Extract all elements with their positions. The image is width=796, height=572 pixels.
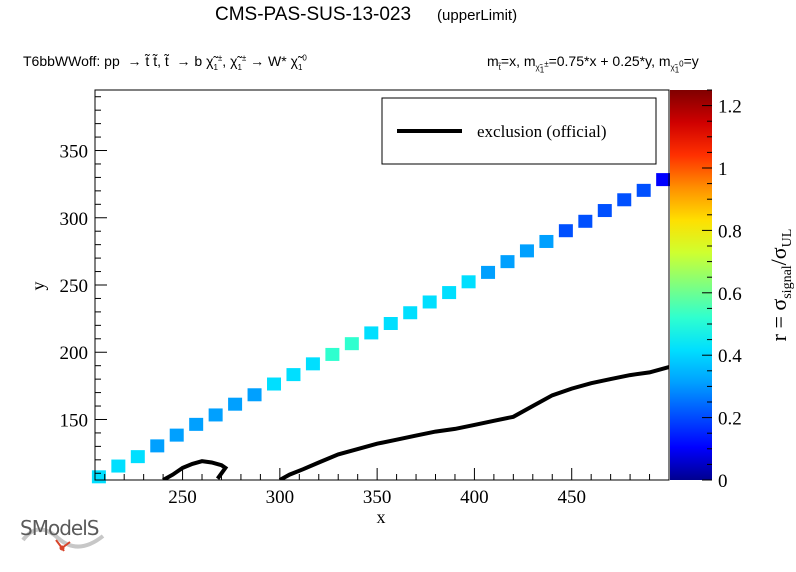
colorbar-tick-label: 0 <box>718 471 728 492</box>
process-description: T6bbWWoff: pp → t̃ t̃, t̃ → b χ̃1±, χ̃1±… <box>23 53 307 72</box>
y-tick-label: 300 <box>60 209 89 230</box>
colorbar-tick-label: 1 <box>718 159 728 180</box>
mass-definitions: mt̃=x, mχ̃1±=0.75*x + 0.25*y, mχ̃10=y <box>487 53 699 75</box>
x-axis-label: x <box>377 507 386 527</box>
heatmap-cell <box>247 388 262 402</box>
colorbar-axis: 0 0.2 0.4 0.6 0.8 1 1.2 <box>702 89 742 492</box>
heatmap-cell <box>111 459 126 473</box>
heatmap-cells <box>91 173 671 484</box>
exclusion-curves <box>162 364 669 480</box>
y-tick-label: 250 <box>60 276 89 297</box>
y-axis-label: y <box>28 282 48 291</box>
heatmap-cell <box>130 450 145 464</box>
x-tick-label: 400 <box>460 487 489 508</box>
logo-graphic <box>21 527 105 552</box>
colorbar-tick-label: 0.8 <box>718 221 742 242</box>
colorbar-tick-label: 1.2 <box>718 97 742 118</box>
logo-text: SModelS <box>20 516 99 540</box>
heatmap-cell <box>189 417 204 431</box>
colorbar-tick-label: 0.6 <box>718 284 742 305</box>
heatmap-cell <box>150 439 165 453</box>
legend: exclusion (official) <box>381 97 657 165</box>
exclusion-curve <box>278 364 669 480</box>
chart-title: CMS-PAS-SUS-13-023 (upperLimit) <box>215 4 518 25</box>
heatmap-cell <box>481 265 496 279</box>
colorbar-tick-label: 0.2 <box>718 409 742 430</box>
heatmap-cell <box>500 255 515 269</box>
colorbar-label: r = σsignal/σUL <box>766 229 795 342</box>
heatmap-cell <box>305 357 320 371</box>
legend-label: exclusion (official) <box>477 122 607 141</box>
heatmap-cell <box>403 306 418 320</box>
heatmap-cell <box>228 397 243 411</box>
heatmap-cell <box>169 428 184 442</box>
heatmap-cell <box>267 377 282 391</box>
x-tick-label: 450 <box>557 487 586 508</box>
heatmap-cell <box>383 317 398 330</box>
x-tick-label: 350 <box>363 487 392 508</box>
colorbar-tick-label: 0.4 <box>718 346 742 367</box>
heatmap-cell <box>325 347 340 361</box>
heatmap-cell <box>597 204 612 218</box>
y-tick-label: 200 <box>60 343 89 364</box>
heatmap-cell <box>364 326 379 340</box>
heatmap-cell <box>422 295 437 309</box>
heatmap-cell <box>461 275 476 289</box>
x-tick-label: 300 <box>266 487 295 508</box>
x-axis: 250 300 350 400 450 <box>104 468 651 508</box>
heatmap-cell <box>208 408 223 422</box>
heatmap-cell <box>558 224 573 238</box>
heatmap-cell <box>286 368 301 382</box>
heatmap-cell <box>539 234 554 248</box>
x-tick-label: 250 <box>168 487 197 508</box>
exclusion-curve <box>162 459 229 480</box>
heatmap-cell <box>91 470 106 484</box>
y-tick-label: 150 <box>60 410 89 431</box>
heatmap-cell <box>578 214 593 228</box>
y-tick-label: 350 <box>60 142 89 163</box>
smodels-logo: SModelS <box>18 510 113 552</box>
heatmap-cell <box>617 193 632 207</box>
heatmap-cell <box>519 244 534 258</box>
heatmap-cell <box>656 173 671 187</box>
heatmap-cell <box>442 286 457 300</box>
heatmap-cell <box>636 183 651 197</box>
heatmap-cell <box>344 337 359 351</box>
colorbar <box>670 90 712 480</box>
title-tag: (upperLimit) <box>437 7 518 24</box>
y-axis: 150 200 250 300 350 <box>60 96 107 474</box>
